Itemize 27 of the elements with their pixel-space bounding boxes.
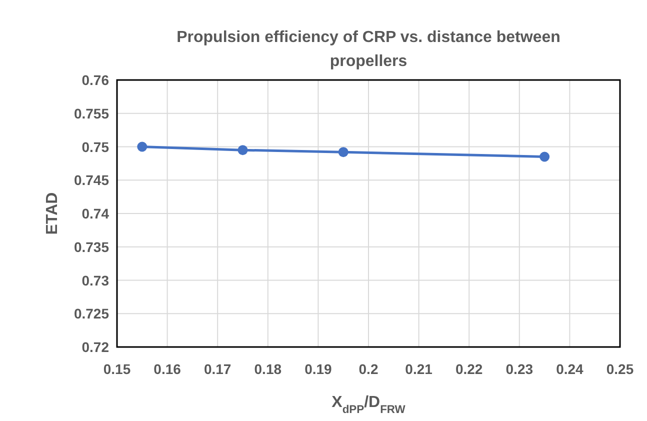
x-tick-label: 0.24 xyxy=(556,361,584,377)
x-tick-label: 0.23 xyxy=(506,361,534,377)
point xyxy=(238,145,248,156)
point xyxy=(137,142,148,152)
x-tick-label: 0.17 xyxy=(204,361,232,377)
point xyxy=(540,152,550,162)
x-tick-label: 0.18 xyxy=(254,361,282,377)
chart-title: Propulsion efficiency of CRP vs. distance between propellers xyxy=(176,29,560,70)
x-tick-label: 0.21 xyxy=(405,361,433,377)
point xyxy=(338,147,348,158)
y-tick-label: 0.73 xyxy=(82,272,110,288)
x-tick-label: 0.15 xyxy=(103,361,131,377)
y-tick-label: 0.755 xyxy=(74,105,110,122)
x-tick-label: 0.25 xyxy=(606,361,634,377)
y-tick-label: 0.745 xyxy=(74,172,110,188)
y-tick-label: 0.72 xyxy=(82,339,110,355)
y-axis-title: ETAD xyxy=(44,192,61,235)
x-axis-title: X$_{dPP}$/D$_{FRW}$ xyxy=(332,394,406,416)
y-tick-label: 0.75 xyxy=(82,138,110,155)
x-tick-label: 0.16 xyxy=(154,361,182,377)
x-tick-label: 0.2 xyxy=(358,361,378,377)
y-tick-label: 0.725 xyxy=(74,306,110,322)
y-tick-label: 0.76 xyxy=(82,72,110,88)
y-tick-label: 0.735 xyxy=(74,238,110,255)
y-tick-label: 0.74 xyxy=(82,206,110,222)
x-tick-label: 0.19 xyxy=(304,361,332,377)
x-tick-label: 0.22 xyxy=(455,361,483,377)
